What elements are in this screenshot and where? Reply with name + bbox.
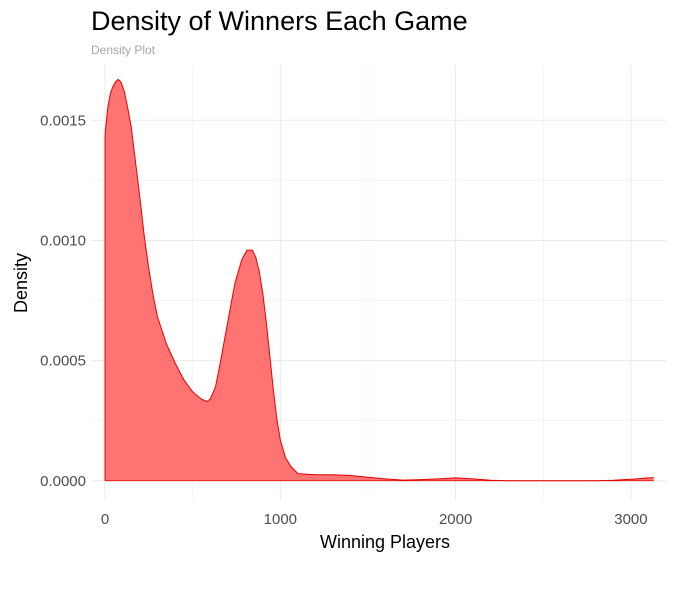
- plot-area: [104, 78, 654, 482]
- x-axis-title: Winning Players: [320, 532, 450, 552]
- x-tick-label: 0: [101, 511, 109, 528]
- x-axis-tick-labels: 0 1000 2000 3000: [101, 511, 648, 528]
- y-axis-tick-labels: 0.0000 0.0005 0.0010 0.0015: [40, 112, 86, 489]
- density-area: [105, 79, 654, 481]
- y-axis-title: Density: [11, 253, 31, 313]
- y-tick-label: 0.0010: [40, 232, 86, 249]
- x-tick-label: 2000: [439, 511, 472, 528]
- x-tick-label: 3000: [614, 511, 647, 528]
- chart-title: Density of Winners Each Game: [91, 6, 468, 36]
- y-tick-label: 0.0015: [40, 112, 86, 129]
- chart-subtitle: Density Plot: [91, 43, 156, 57]
- x-tick-label: 1000: [264, 511, 297, 528]
- y-tick-label: 0.0000: [40, 473, 86, 490]
- y-tick-label: 0.0005: [40, 353, 86, 370]
